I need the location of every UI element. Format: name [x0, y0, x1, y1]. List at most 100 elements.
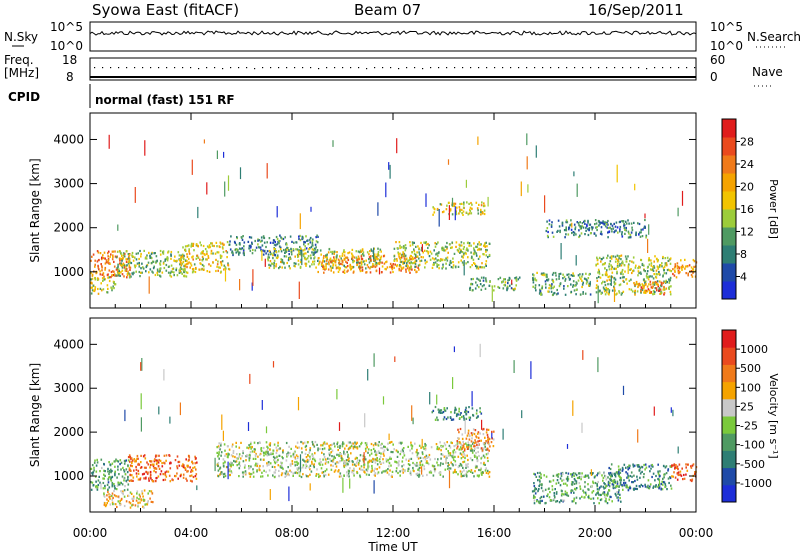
- data-cell: [274, 248, 277, 251]
- data-cell: [232, 451, 235, 454]
- data-cell: [458, 212, 460, 215]
- data-cell: [303, 459, 305, 462]
- data-cell: [379, 256, 382, 260]
- data-cell: [145, 270, 147, 273]
- data-cell: [570, 489, 573, 492]
- data-cell: [331, 266, 334, 269]
- data-cell: [329, 265, 332, 268]
- data-streak: [100, 483, 102, 490]
- data-cell: [663, 269, 665, 272]
- data-cell: [443, 408, 446, 411]
- data-cell: [186, 253, 188, 256]
- data-cell: [411, 445, 414, 448]
- data-cell: [92, 471, 95, 474]
- data-cell: [419, 456, 422, 459]
- data-cell: [599, 232, 602, 235]
- data-cell: [120, 461, 123, 464]
- data-cell: [416, 472, 419, 475]
- data-cell: [368, 253, 370, 256]
- data-cell: [251, 450, 254, 453]
- data-cell: [176, 274, 179, 277]
- data-cell: [398, 255, 400, 258]
- data-cell: [257, 246, 260, 249]
- data-cell: [444, 444, 447, 447]
- data-streak: [653, 406, 655, 416]
- data-cell: [630, 288, 633, 291]
- data-cell: [432, 206, 434, 209]
- data-cell: [644, 483, 646, 486]
- data-cell: [291, 460, 294, 463]
- data-cell: [301, 441, 303, 444]
- data-cell: [201, 255, 204, 258]
- data-cell: [554, 271, 557, 275]
- data-cell: [151, 261, 153, 265]
- data-cell: [436, 445, 439, 449]
- data-cell: [422, 474, 424, 477]
- data-cell: [463, 449, 466, 452]
- data-cell: [470, 201, 472, 205]
- data-cell: [142, 495, 144, 498]
- data-cell: [461, 470, 463, 473]
- data-cell: [480, 471, 483, 474]
- data-cell: [471, 255, 473, 258]
- data-cell: [130, 492, 133, 495]
- data-cell: [127, 475, 129, 478]
- data-cell: [418, 253, 421, 256]
- data-cell: [125, 267, 128, 271]
- data-cell: [459, 446, 462, 449]
- data-cell: [395, 265, 398, 268]
- data-cell: [334, 261, 337, 264]
- data-streak: [575, 255, 577, 266]
- data-cell: [178, 464, 181, 467]
- data-cell: [604, 225, 607, 228]
- data-cell: [654, 290, 656, 294]
- data-cell: [559, 282, 562, 285]
- data-cell: [315, 266, 317, 269]
- data-cell: [485, 250, 487, 253]
- data-cell: [469, 210, 472, 213]
- data-cell: [446, 256, 449, 259]
- data-cell: [607, 480, 610, 483]
- data-cell: [477, 267, 480, 270]
- colorbar-swatch: [722, 347, 736, 365]
- data-cell: [118, 483, 121, 486]
- data-cell: [543, 274, 545, 277]
- data-cell: [641, 235, 644, 238]
- data-cell: [605, 286, 607, 289]
- data-cell: [608, 262, 611, 266]
- data-cell: [481, 211, 484, 214]
- data-streak: [276, 206, 278, 218]
- data-cell: [140, 252, 142, 256]
- data-cell: [232, 463, 234, 467]
- beam-label: Beam 07: [354, 1, 421, 19]
- data-cell: [153, 265, 155, 268]
- data-cell: [610, 473, 613, 476]
- data-cell: [639, 476, 641, 479]
- data-cell: [411, 256, 414, 259]
- data-cell: [105, 259, 108, 262]
- data-cell: [175, 267, 178, 270]
- data-cell: [405, 262, 408, 265]
- data-streak: [247, 422, 250, 431]
- data-cell: [687, 274, 689, 277]
- data-cell: [398, 460, 400, 463]
- data-cell: [408, 258, 411, 262]
- data-cell: [356, 441, 358, 444]
- data-cell: [669, 279, 672, 282]
- data-cell: [139, 275, 141, 278]
- data-cell: [618, 284, 621, 287]
- data-cell: [632, 256, 635, 259]
- data-cell: [437, 241, 439, 244]
- data-cell: [382, 451, 385, 454]
- data-cell: [628, 486, 630, 489]
- data-cell: [119, 481, 121, 484]
- data-cell: [305, 463, 307, 466]
- data-cell: [477, 212, 480, 215]
- data-cell: [448, 467, 450, 470]
- data-cell: [137, 504, 139, 507]
- data-cell: [448, 263, 451, 266]
- data-cell: [169, 467, 172, 470]
- data-cell: [623, 222, 625, 226]
- data-cell: [182, 463, 184, 466]
- data-cell: [631, 290, 634, 293]
